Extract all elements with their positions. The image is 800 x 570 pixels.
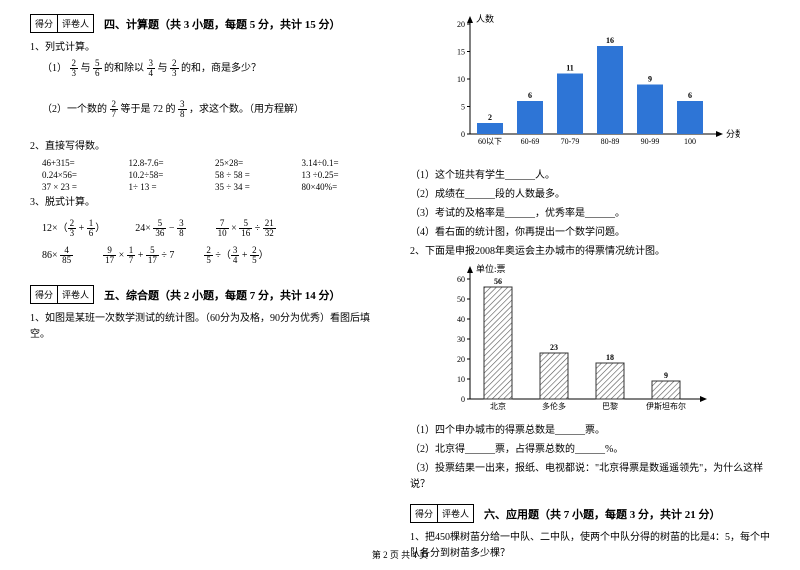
calc-item: 12.8-7.6=	[129, 158, 208, 168]
t: 的和，商是多少？	[181, 63, 261, 74]
svg-text:80-89: 80-89	[601, 137, 620, 146]
frac-2-3b: 23	[170, 59, 179, 78]
rq-l3: （3）考试的及格率是______，优秀率是______。	[410, 206, 770, 222]
svg-text:100: 100	[684, 137, 696, 146]
rq2-l1: （1）四个申办城市的得票总数是______票。	[410, 423, 770, 439]
s5-q1: 1、如图是某班一次数学测试的统计图。（60分为及格，90分为优秀）看图后填空。	[30, 311, 380, 343]
calc-item: 37 × 23 =	[42, 182, 121, 192]
score-box-6: 得分 评卷人	[410, 504, 474, 523]
svg-text:0: 0	[461, 395, 465, 404]
svg-text:18: 18	[606, 353, 614, 362]
calc-grid: 46+315= 12.8-7.6= 25×28= 3.14÷0.1= 0.24×56= 1…	[30, 158, 380, 192]
svg-text:20: 20	[457, 355, 465, 364]
svg-text:16: 16	[606, 36, 614, 45]
svg-text:6: 6	[688, 91, 692, 100]
q1a-pre: （1）	[42, 63, 67, 74]
svg-text:多伦多: 多伦多	[542, 401, 566, 411]
score-box: 得分 评卷人	[30, 14, 94, 33]
section-6-title: 六、应用题（共 7 小题，每题 3 分，共计 21 分）	[484, 506, 721, 522]
q1b-pre: （2）一个数的	[42, 104, 107, 115]
q3-stem: 3、脱式计算。	[30, 195, 380, 211]
rq-l2: （2）成绩在______段的人数最多。	[410, 187, 770, 203]
expr-row-1: 12×（23 + 16） 24× 536 − 38 710 × 516 ÷ 21…	[30, 219, 380, 238]
svg-text:6: 6	[528, 91, 532, 100]
rq-l1: （1）这个班共有学生______人。	[410, 168, 770, 184]
svg-text:0: 0	[461, 130, 465, 139]
score-label: 得分	[30, 285, 58, 304]
calc-item: 25×28=	[215, 158, 294, 168]
svg-text:60以下: 60以下	[478, 137, 502, 146]
chart-1: 0 5 10 15 20 人数分数 2 60以下 6 60-69 11 70-79 16 80-89 9 90…	[440, 14, 770, 164]
score-label: 得分	[30, 14, 58, 33]
svg-text:2: 2	[488, 113, 492, 122]
t: 等于是 72 的	[121, 104, 176, 115]
svg-text:人数: 人数	[476, 14, 494, 24]
svg-text:伊斯坦布尔: 伊斯坦布尔	[646, 401, 686, 411]
svg-text:90-99: 90-99	[641, 137, 660, 146]
frac-5-6: 56	[93, 59, 102, 78]
q1a: （1） 23 与 56 的和除以 34 与 23 的和，商是多少？	[30, 59, 380, 78]
grader-label: 评卷人	[438, 504, 474, 523]
svg-text:北京: 北京	[490, 401, 506, 411]
rq-q2: 2、下面是申报2008年奥运会主办城市的得票情况统计图。	[410, 244, 770, 260]
q1b: （2）一个数的 27 等于是 72 的 38 ，求这个数。（用方程解）	[30, 100, 380, 119]
calc-item: 13 ÷0.25=	[302, 170, 381, 180]
svg-text:40: 40	[457, 315, 465, 324]
score-box-5: 得分 评卷人	[30, 285, 94, 304]
svg-text:10: 10	[457, 375, 465, 384]
calc-item: 35 ÷ 34 =	[215, 182, 294, 192]
rq2-l3: （3）投票结果一出来，报纸、电视都说："北京得票是数遥遥领先"，为什么这样说？	[410, 461, 770, 493]
svg-text:5: 5	[461, 103, 465, 112]
t: 与	[158, 63, 168, 74]
svg-text:60-69: 60-69	[521, 137, 540, 146]
calc-item: 10.2÷58=	[129, 170, 208, 180]
section-5-title: 五、综合题（共 2 小题，每题 7 分，共计 14 分）	[104, 287, 341, 303]
calc-item: 0.24×56=	[42, 170, 121, 180]
svg-text:9: 9	[648, 75, 652, 84]
svg-text:60: 60	[457, 275, 465, 284]
calc-item: 80×40%=	[302, 182, 381, 192]
svg-text:10: 10	[457, 75, 465, 84]
svg-text:70-79: 70-79	[561, 137, 580, 146]
svg-text:56: 56	[494, 277, 502, 286]
svg-text:20: 20	[457, 20, 465, 29]
svg-text:巴黎: 巴黎	[602, 401, 618, 411]
frac-2-3: 23	[70, 59, 79, 78]
svg-text:9: 9	[664, 371, 668, 380]
q2-stem: 2、直接写得数。	[30, 139, 380, 155]
score-label: 得分	[410, 504, 438, 523]
t: 与	[81, 63, 91, 74]
calc-item: 3.14÷0.1=	[302, 158, 381, 168]
svg-text:50: 50	[457, 295, 465, 304]
rq2-l2: （2）北京得______票，占得票总数的______%。	[410, 442, 770, 458]
svg-text:11: 11	[566, 64, 574, 73]
svg-text:15: 15	[457, 48, 465, 57]
svg-text:30: 30	[457, 335, 465, 344]
calc-item: 58 ÷ 58 =	[215, 170, 294, 180]
frac-3-8: 38	[178, 100, 187, 119]
grader-label: 评卷人	[58, 14, 94, 33]
q1-stem: 1、列式计算。	[30, 40, 380, 56]
calc-item: 1÷ 13 =	[129, 182, 208, 192]
rq-l4: （4）看右面的统计图，你再提出一个数学问题。	[410, 225, 770, 241]
expr-row-2: 86× 485 917 × 17 + 517 ÷ 7 25 ÷（34 + 25）	[30, 246, 380, 265]
frac-2-7: 27	[110, 100, 119, 119]
section-4-title: 四、计算题（共 3 小题，每题 5 分，共计 15 分）	[104, 16, 341, 32]
grader-label: 评卷人	[58, 285, 94, 304]
t: 的和除以	[104, 63, 144, 74]
svg-text:单位:票: 单位:票	[476, 264, 506, 274]
frac-3-4: 34	[147, 59, 156, 78]
chart-2: 0 10 20 30 40 50 60 单位:票 56 北京 23 多伦多 18 巴黎 9 伊斯坦布尔	[440, 264, 770, 419]
calc-item: 46+315=	[42, 158, 121, 168]
page-footer: 第 2 页 共 4 页	[0, 548, 800, 561]
svg-text:分数: 分数	[726, 128, 740, 139]
svg-text:23: 23	[550, 343, 558, 352]
t: ，求这个数。（用方程解）	[189, 104, 304, 115]
